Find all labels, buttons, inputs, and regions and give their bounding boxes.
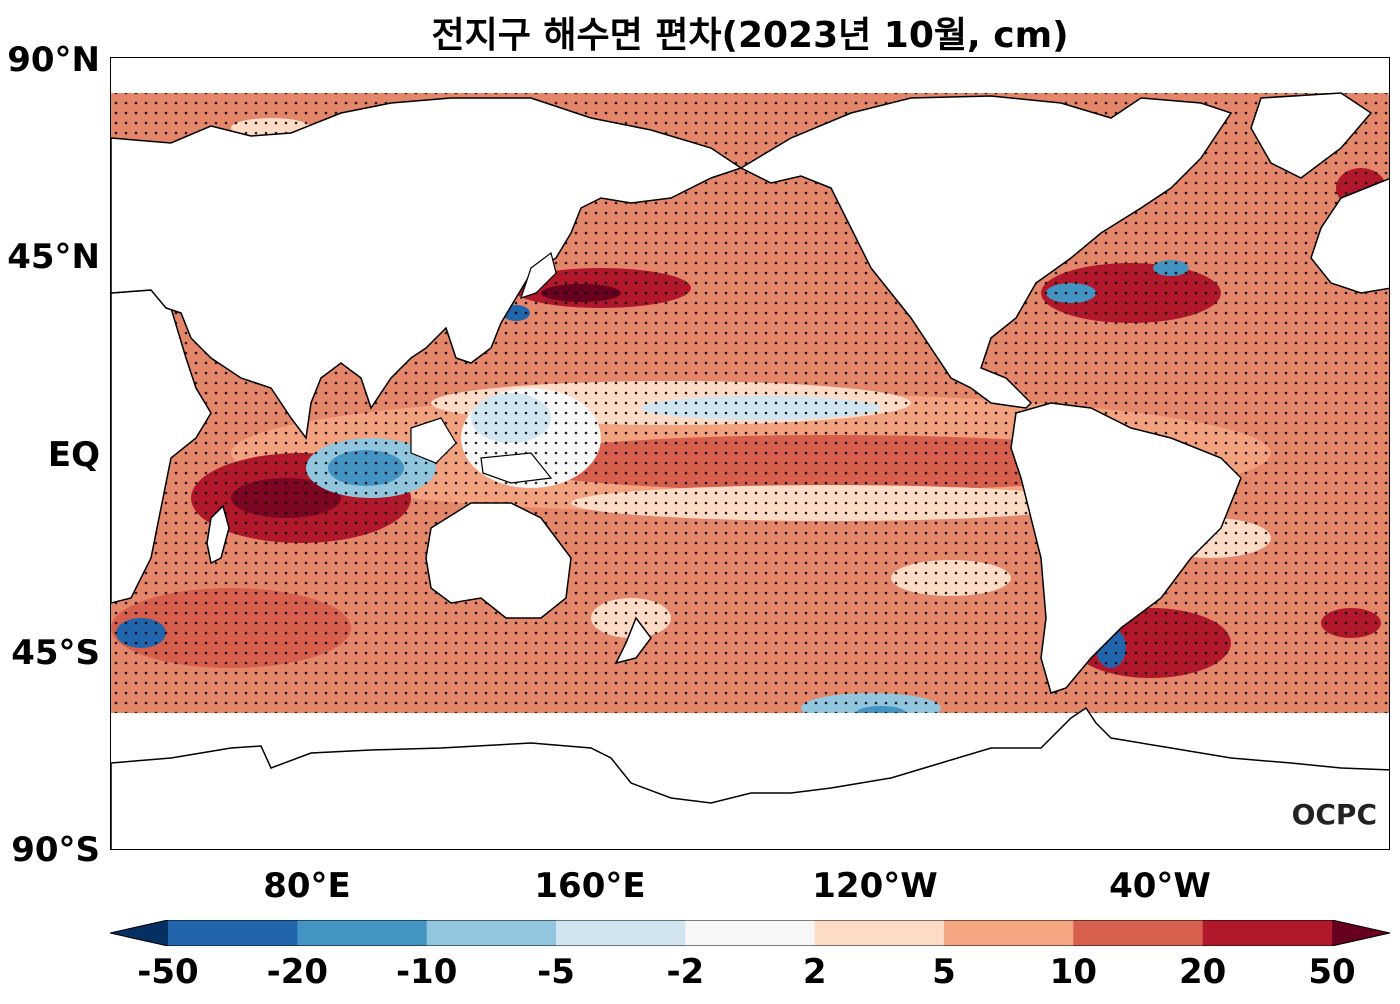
antarctica <box>111 706 1389 849</box>
new-zealand <box>614 616 652 665</box>
europe-fragment <box>1310 177 1389 294</box>
ocpc-logo: OCPC <box>1291 798 1377 831</box>
borneo <box>410 417 457 464</box>
colorbar-tick-label: -20 <box>266 952 329 992</box>
lat-label-eq: EQ <box>47 435 100 475</box>
colorbar-tick-label: -5 <box>537 952 575 992</box>
colorbar <box>110 920 1390 946</box>
lat-label-90n: 90°N <box>7 40 100 80</box>
australia <box>425 502 572 619</box>
colorbar-segment <box>814 920 945 946</box>
south-america <box>1010 402 1242 694</box>
colorbar-extend-high <box>1332 920 1390 946</box>
colorbar-segment <box>426 920 557 946</box>
new-guinea <box>480 452 553 484</box>
colorbar-tick-label: 2 <box>802 952 827 992</box>
colorbar-tick-label: -50 <box>137 952 199 992</box>
sea-level-map <box>111 92 1389 849</box>
lon-label-40w: 40°W <box>1109 866 1211 906</box>
colorbar-segment <box>556 920 686 946</box>
colorbar-tick-label: -2 <box>666 952 705 992</box>
colorbar-segment <box>685 920 816 946</box>
colorbar-tick-label: 50 <box>1308 952 1356 992</box>
lon-label-80e: 80°E <box>263 866 351 906</box>
lon-label-160e: 160°E <box>534 866 646 906</box>
eurasia-landmass <box>111 97 743 440</box>
greenland <box>1250 92 1373 179</box>
map-area: OCPC <box>110 57 1390 850</box>
colorbar-tick-label: 5 <box>932 952 956 992</box>
japan <box>520 251 557 299</box>
colorbar-tick-label: -10 <box>395 952 458 992</box>
colorbar-segment <box>944 920 1074 946</box>
north-america <box>739 95 1233 409</box>
madagascar <box>206 504 230 565</box>
colorbar-tick-label: 10 <box>1049 952 1097 992</box>
colorbar-segment <box>1202 920 1333 946</box>
colorbar-extend-low <box>110 920 168 946</box>
lat-label-45n: 45°N <box>7 237 100 277</box>
colorbar-segment <box>168 920 298 946</box>
lon-label-120w: 120°W <box>812 866 938 906</box>
colorbar-segment <box>1073 920 1204 946</box>
colorbar-tick-label: 20 <box>1178 952 1227 992</box>
lat-label-90s: 90°S <box>11 830 100 870</box>
colorbar-segment <box>297 920 428 946</box>
lat-label-45s: 45°S <box>11 633 100 673</box>
map-title: 전지구 해수면 편차(2023년 10월, cm) <box>431 15 1069 56</box>
